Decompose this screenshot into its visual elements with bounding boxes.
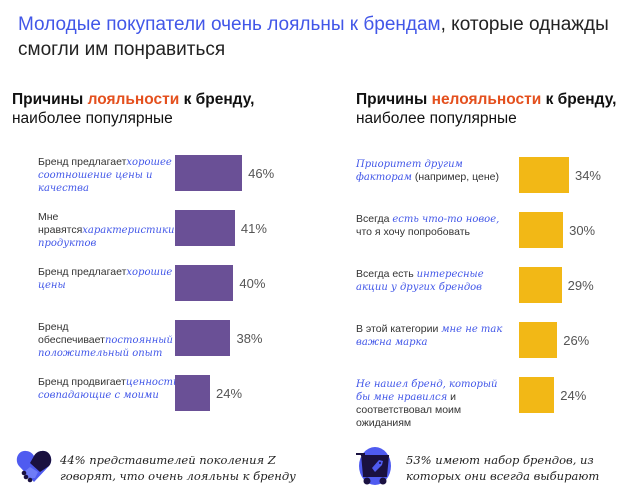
- heading-post: к бренду,: [179, 91, 255, 108]
- footer-right-text: 53% имеют набор брендов, из которых они …: [406, 453, 600, 483]
- loyalty-value-label: 41%: [240, 221, 267, 236]
- loyalty-category-label: Бренд предлагаетхорошие цены: [38, 266, 188, 292]
- heading-accent: лояльности: [87, 91, 180, 108]
- disloyalty-value-label: 26%: [563, 333, 590, 348]
- heading-pre: Причины: [356, 91, 432, 108]
- disloyalty-value-label: 24%: [560, 388, 587, 403]
- loyalty-category-label: Мне нравятсяхарактеристики продуктов: [38, 211, 188, 250]
- label-after: и соответствовал моим ожиданиям: [356, 391, 462, 429]
- label-plain: Бренд обеспечивает: [38, 321, 105, 346]
- label-italic: постоянный положительный опыт: [38, 335, 173, 359]
- label-italic: Не нашел бренд, который бы мне нравился: [356, 379, 498, 403]
- heading-accent: нелояльности: [431, 91, 542, 108]
- disloyalty-category-label: Всегда есть интересные акции у других бр…: [356, 268, 506, 294]
- label-plain: В этой категории: [356, 323, 442, 335]
- disloyalty-category-label: Не нашел бренд, который бы мне нравился …: [356, 378, 506, 430]
- loyalty-category-label: Бренд продвигаетценности, совпадающие с …: [38, 376, 188, 402]
- label-after: (например, цене): [411, 171, 499, 183]
- loyalty-category-label: Бренд обеспечиваетпостоянный положительн…: [38, 321, 188, 360]
- loyalty-value-label: 46%: [248, 166, 275, 181]
- label-plain: Мне нравятся: [38, 211, 83, 236]
- label-after: что я хочу попробовать: [356, 226, 470, 238]
- loyalty-heading: Причины лояльности к бренду, наиболее поп…: [12, 90, 254, 128]
- disloyalty-category-label: Приоритет другим факторам (например, цен…: [356, 158, 506, 184]
- loyalty-value-label: 38%: [236, 331, 263, 346]
- label-italic: хорошие цены: [38, 267, 173, 291]
- label-plain: Бренд предлагает: [38, 266, 127, 278]
- disloyalty-heading: Причины нелояльности к бренду, наиболее п…: [356, 90, 616, 128]
- loyalty-value-label: 40%: [239, 276, 266, 291]
- disloyalty-value-label: 30%: [569, 223, 596, 238]
- loyalty-bar: [175, 265, 234, 301]
- label-plain: Всегда: [356, 213, 393, 225]
- disloyalty-category-label: Всегда есть что-то новое, что я хочу поп…: [356, 213, 506, 239]
- label-italic: хорошее соотношение цены и качества: [38, 157, 172, 194]
- label-italic: ценности, совпадающие с моими: [38, 377, 183, 401]
- disloyalty-bar: [519, 267, 562, 303]
- disloyalty-value-label: 29%: [567, 278, 594, 293]
- title-highlight: Молодые покупатели очень лояльны к бренд…: [18, 14, 441, 35]
- loyalty-bar: [175, 320, 231, 356]
- disloyalty-bar: [519, 212, 564, 248]
- label-italic: характеристики продуктов: [38, 225, 175, 249]
- page-title: Молодые покупатели очень лояльны к бренд…: [18, 12, 618, 62]
- disloyalty-value-label: 34%: [574, 168, 601, 183]
- label-italic: интересные акции у других брендов: [356, 269, 484, 293]
- disloyalty-bar: [519, 157, 569, 193]
- heading-sub: наиболее популярные: [12, 110, 173, 127]
- label-plain: Бренд продвигает: [38, 376, 126, 388]
- footer-left-text: 44% представителей поколения Z говорят, …: [60, 453, 296, 483]
- label-plain: Бренд предлагает: [38, 156, 127, 168]
- label-plain: Всегда есть: [356, 268, 417, 280]
- handshake-heart-icon: [16, 450, 52, 483]
- disloyalty-bar: [519, 322, 558, 358]
- heading-sub: наиболее популярные: [356, 110, 517, 127]
- shopping-cart-tag-icon: [356, 447, 391, 485]
- loyalty-bar: [175, 375, 211, 411]
- loyalty-bar: [175, 210, 235, 246]
- heading-pre: Причины: [12, 91, 88, 108]
- label-italic: мне не так важна марка: [356, 324, 503, 348]
- disloyalty-bar: [519, 377, 555, 413]
- heading-post: к бренду,: [541, 91, 617, 108]
- label-italic: Приоритет другим факторам: [356, 159, 463, 183]
- title-rest: , которые однажды смогли им понравиться: [18, 14, 609, 60]
- loyalty-bar: [175, 155, 243, 191]
- loyalty-value-label: 24%: [216, 386, 243, 401]
- label-italic: есть что-то новое,: [392, 214, 500, 225]
- loyalty-category-label: Бренд предлагаетхорошее соотношение цены…: [38, 156, 188, 195]
- disloyalty-category-label: В этой категории мне не так важна марка: [356, 323, 506, 349]
